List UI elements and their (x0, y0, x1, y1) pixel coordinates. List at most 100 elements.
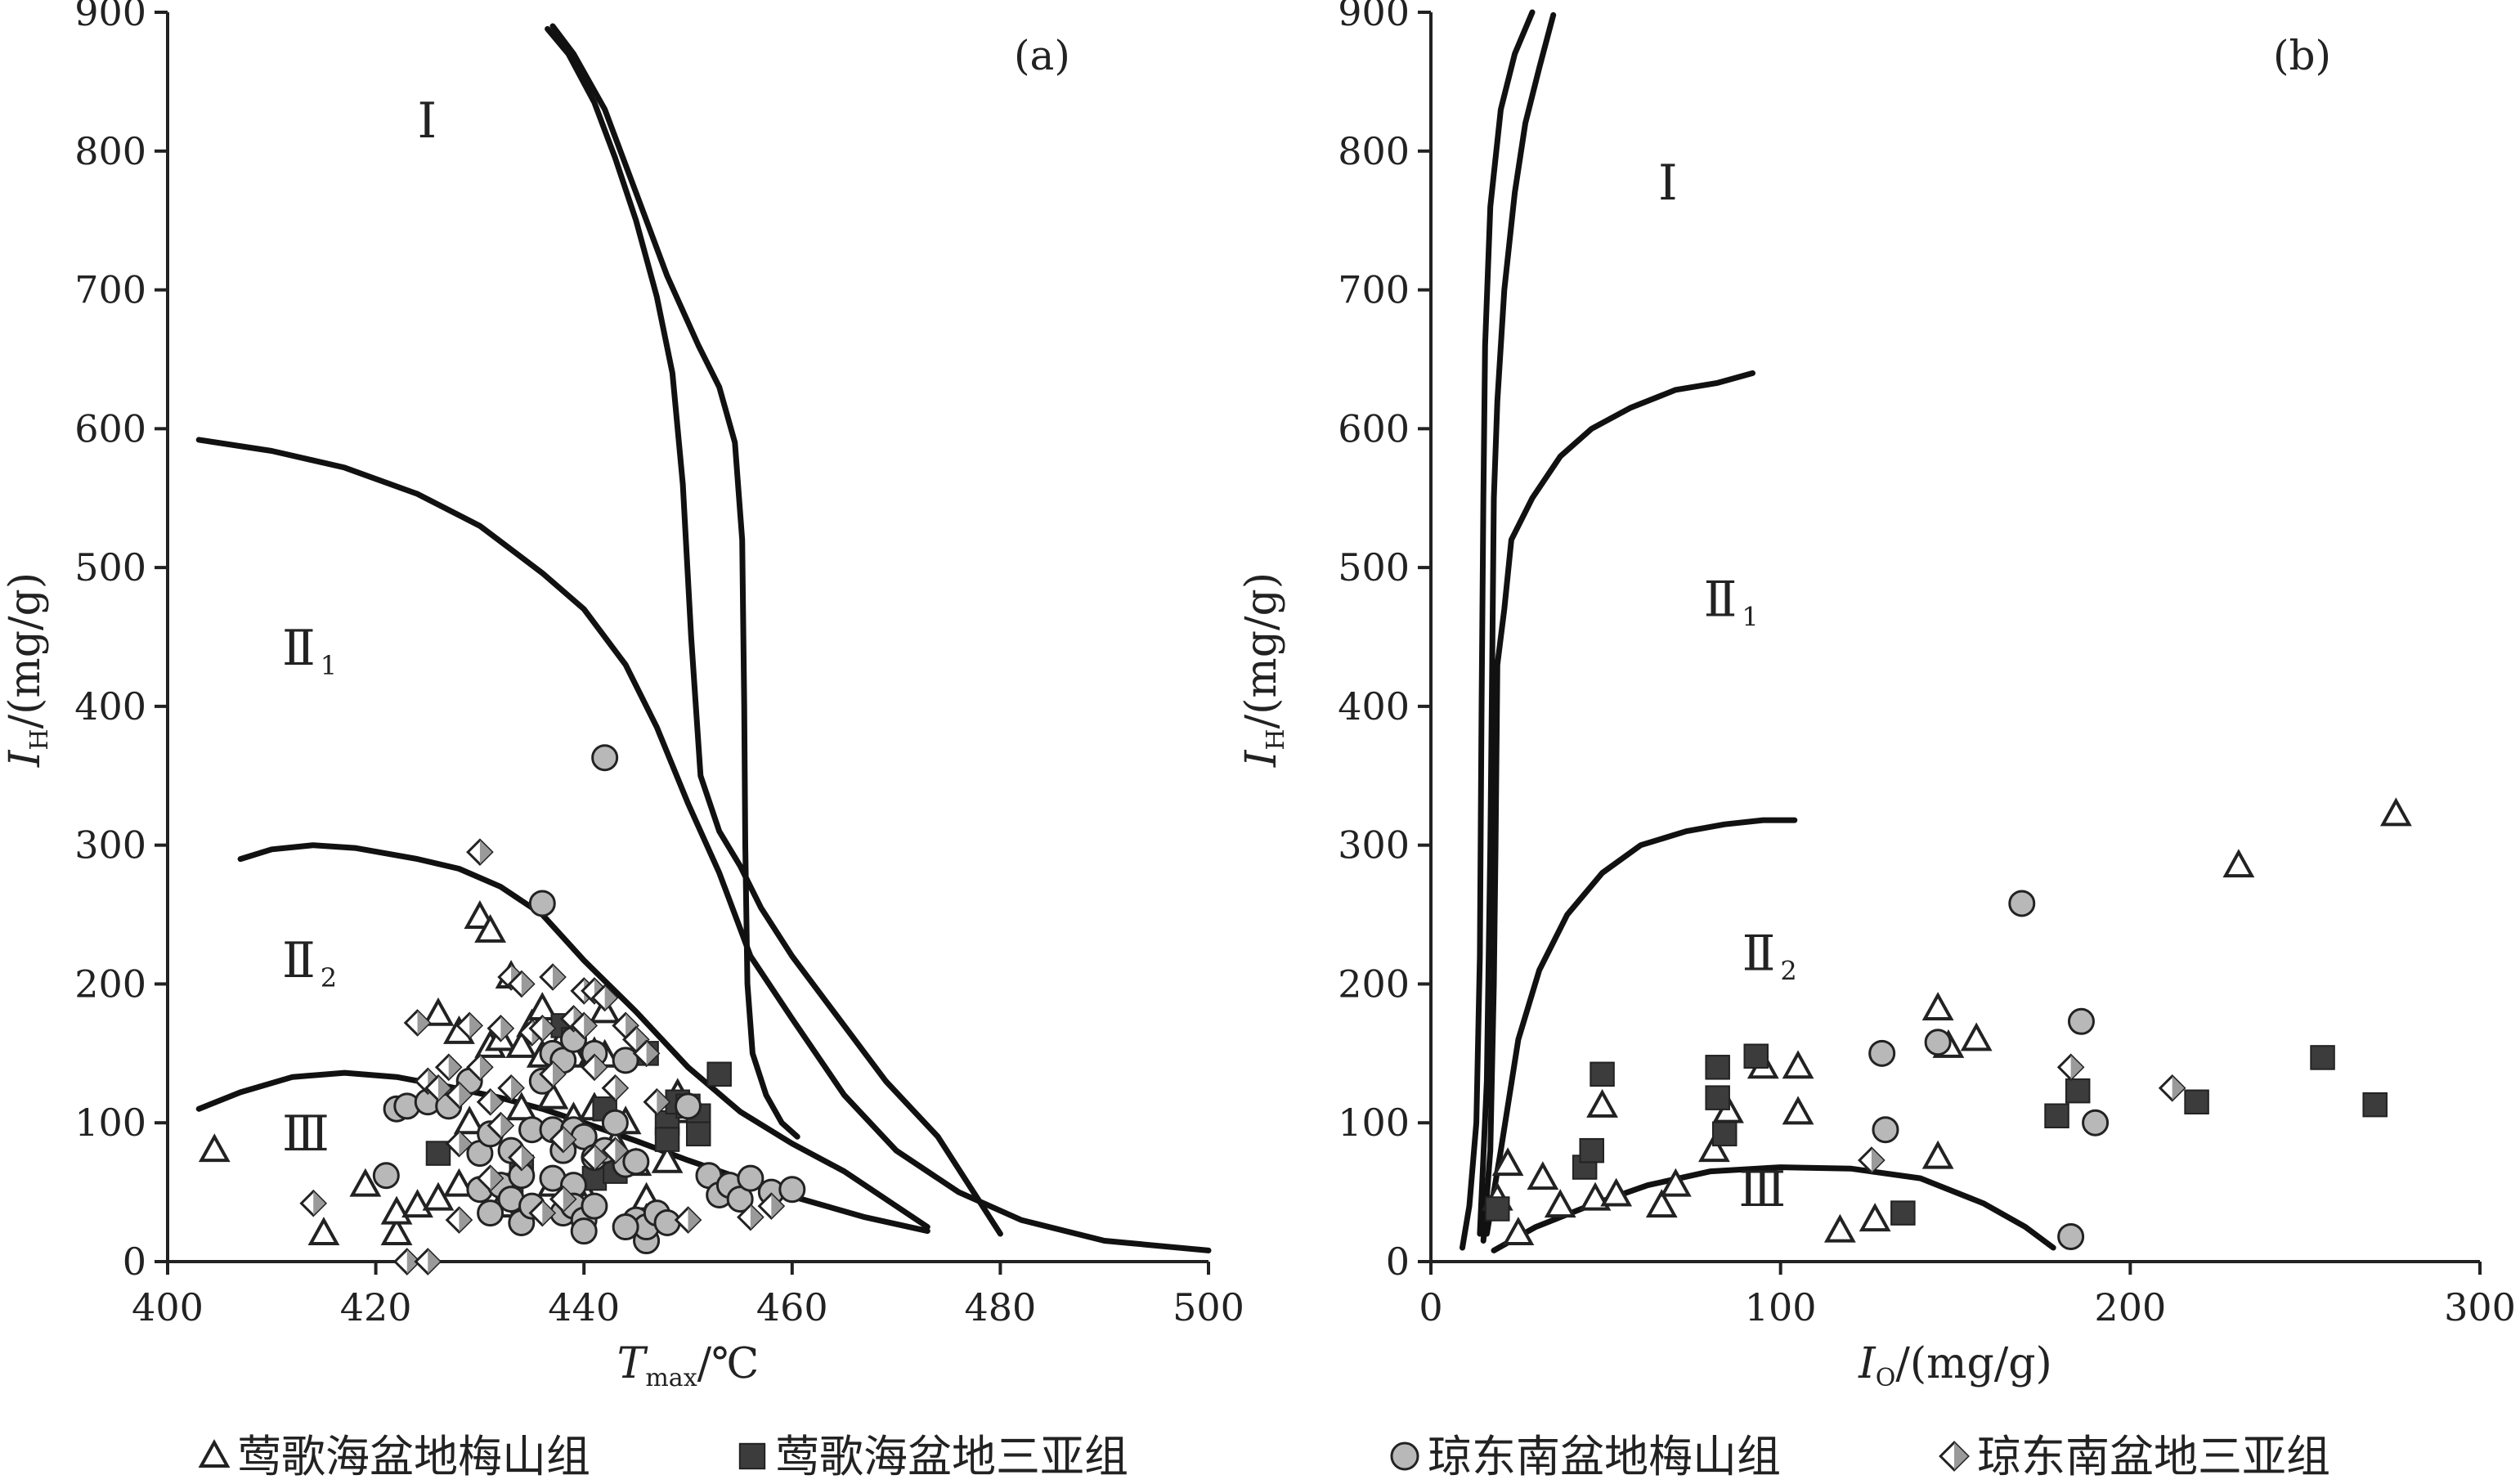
data-point-diamond (2158, 1074, 2186, 1102)
y-tick-label: 900 (1338, 0, 1410, 34)
boundary-curve (1460, 9, 1536, 1251)
y-axis-title-main: I (1237, 749, 1286, 768)
y-tick-label: 300 (1338, 823, 1410, 868)
y-tick-label: 500 (1338, 545, 1410, 590)
y-tick-label: 800 (74, 129, 146, 173)
x-axis-title-rest: /℃ (697, 1339, 760, 1388)
y-tick-label: 900 (74, 0, 146, 34)
data-point-diamond (632, 1039, 661, 1068)
data-point-square (1705, 1055, 1730, 1080)
data-point-diamond (549, 1125, 577, 1154)
data-point-triangle (505, 1092, 538, 1121)
diamond-half-fill (615, 1076, 628, 1101)
y-axis-title-rest: /(mg/g) (1, 572, 50, 729)
y-tick-label: 100 (1338, 1101, 1410, 1145)
data-point-triangle (1502, 1217, 1535, 1246)
data-point-triangle (1600, 1177, 1633, 1207)
data-point-triangle (1859, 1203, 1891, 1232)
y-axis-title-rest: /(mg/g) (1237, 572, 1286, 729)
diamond-half-fill (1871, 1148, 1884, 1172)
region-roman: Ⅱ (1742, 925, 1776, 982)
boundary-curve (1480, 370, 1755, 1244)
diamond-half-fill (553, 965, 565, 989)
data-point-square (2362, 1092, 2388, 1118)
y-tick-label: 400 (1338, 684, 1410, 729)
data-point-circle (570, 1217, 598, 1245)
diamond-half-fill (490, 1090, 503, 1114)
boundary-curve (1477, 11, 1557, 1237)
data-point-triangle (380, 1217, 413, 1246)
data-point-diamond (445, 1081, 473, 1110)
data-point-diamond (643, 1087, 671, 1116)
region-label: Ⅲ (1738, 1161, 1786, 1218)
data-point-triangle (474, 914, 507, 943)
data-point-triangle (453, 1105, 486, 1135)
diamond-half-fill (521, 971, 534, 997)
data-point-triangle (422, 1181, 455, 1211)
data-point-circle (2067, 1007, 2095, 1035)
diamond-half-fill (1954, 1442, 1968, 1470)
chart-panel-a: 400 420 440 460 480 500 0 100 200 300 400 500 600 700… (1, 0, 1244, 1392)
data-point-diamond (299, 1189, 328, 1217)
diamond-half-fill (626, 1013, 638, 1038)
region-roman: Ⅲ (282, 1105, 330, 1163)
data-point-diamond (445, 1206, 473, 1234)
data-point-triangle (1586, 1088, 1618, 1118)
data-point-triangle (651, 1144, 684, 1173)
data-point-diamond (1858, 1146, 1886, 1174)
diamond-half-fill (500, 1113, 513, 1138)
data-point-circle (2082, 1109, 2110, 1137)
diamond-half-fill (2070, 1055, 2083, 1080)
y-axis-title-sub: H (1262, 729, 1290, 750)
legend-item: 琼东南盆地三亚组 (1939, 1431, 2330, 1482)
data-point-square (1590, 1061, 1615, 1087)
data-point-square (1485, 1196, 1510, 1222)
data-point-square (2044, 1103, 2069, 1128)
data-point-diamond (539, 1060, 567, 1088)
data-point-triangle (1659, 1168, 1692, 1197)
data-point-triangle (307, 1217, 340, 1246)
x-tick-label: 400 (132, 1285, 204, 1329)
panel-label: (a) (1014, 32, 1070, 79)
diamond-half-fill (594, 1055, 607, 1080)
legend-marker-triangle (198, 1439, 231, 1468)
data-point-diamond (757, 1192, 786, 1220)
data-point-diamond (528, 1199, 557, 1227)
diamond-half-fill (563, 1127, 576, 1152)
diamond-half-fill (469, 1013, 482, 1038)
data-point-circle (1868, 1039, 1896, 1067)
data-point-square (1743, 1043, 1769, 1069)
data-point-circle (675, 1092, 702, 1120)
data-point-circle (737, 1164, 765, 1192)
x-tick-label: 100 (1745, 1285, 1817, 1329)
y-tick-label: 700 (74, 268, 146, 312)
y-axis-title-main: I (1, 749, 50, 768)
diamond-half-fill (688, 1208, 701, 1232)
diamond-half-fill (511, 1076, 523, 1101)
diamond-half-fill (448, 1055, 461, 1080)
y-tick-label: 300 (74, 823, 146, 868)
diamond-half-fill (313, 1190, 325, 1216)
data-point-diamond (455, 1011, 483, 1040)
region-label: Ⅰ (1658, 155, 1678, 212)
region-subscript: 1 (321, 650, 337, 681)
diamond-half-fill (615, 1138, 628, 1163)
data-point-triangle (1782, 1096, 1814, 1125)
legend-item: 莺歌海盆地三亚组 (738, 1431, 1128, 1482)
legend-item: 莺歌海盆地梅山组 (198, 1431, 590, 1482)
data-point-square (1705, 1085, 1730, 1110)
data-point-square (1890, 1200, 1916, 1226)
data-point-diamond (601, 1074, 630, 1102)
data-point-diamond (2056, 1053, 2085, 1082)
region-subscript: 2 (321, 962, 337, 993)
boundary-curve (545, 25, 1003, 1237)
diamond-half-fill (459, 1208, 472, 1232)
diamond-half-fill (635, 1027, 648, 1052)
data-point-diamond (674, 1206, 702, 1234)
data-point-square (1579, 1137, 1604, 1163)
region-roman: Ⅱ (282, 620, 316, 677)
diamond-half-fill (406, 1249, 419, 1274)
region-roman: Ⅰ (418, 92, 437, 150)
